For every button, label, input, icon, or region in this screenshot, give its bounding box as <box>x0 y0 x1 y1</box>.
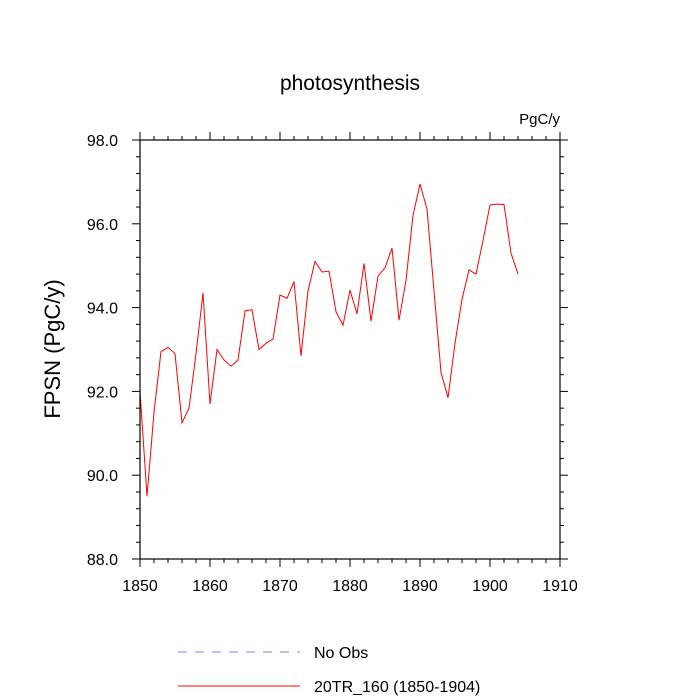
x-tick-label: 1910 <box>542 578 578 595</box>
units-label: PgC/y <box>519 111 560 128</box>
series-line-0 <box>139 183 519 497</box>
y-tick-label: 94.0 <box>87 301 118 318</box>
x-tick-label: 1870 <box>262 578 298 595</box>
y-tick-label: 92.0 <box>87 384 118 401</box>
plot-frame <box>139 139 561 560</box>
y-tick-label: 96.0 <box>87 217 118 234</box>
y-tick-label: 98.0 <box>87 133 118 150</box>
x-tick-label: 1880 <box>332 578 368 595</box>
legend-label-1: 20TR_160 (1850-1904) <box>314 679 480 696</box>
x-tick-label: 1900 <box>472 578 508 595</box>
chart-title: photosynthesis <box>280 72 420 95</box>
x-tick-label: 1890 <box>402 578 438 595</box>
y-axis-label: FPSN (PgC/y) <box>40 279 65 418</box>
x-tick-label: 1850 <box>122 578 158 595</box>
y-tick-label: 90.0 <box>87 468 118 485</box>
y-tick-label: 88.0 <box>87 552 118 569</box>
x-tick-label: 1860 <box>192 578 228 595</box>
legend-label-0: No Obs <box>314 645 368 662</box>
